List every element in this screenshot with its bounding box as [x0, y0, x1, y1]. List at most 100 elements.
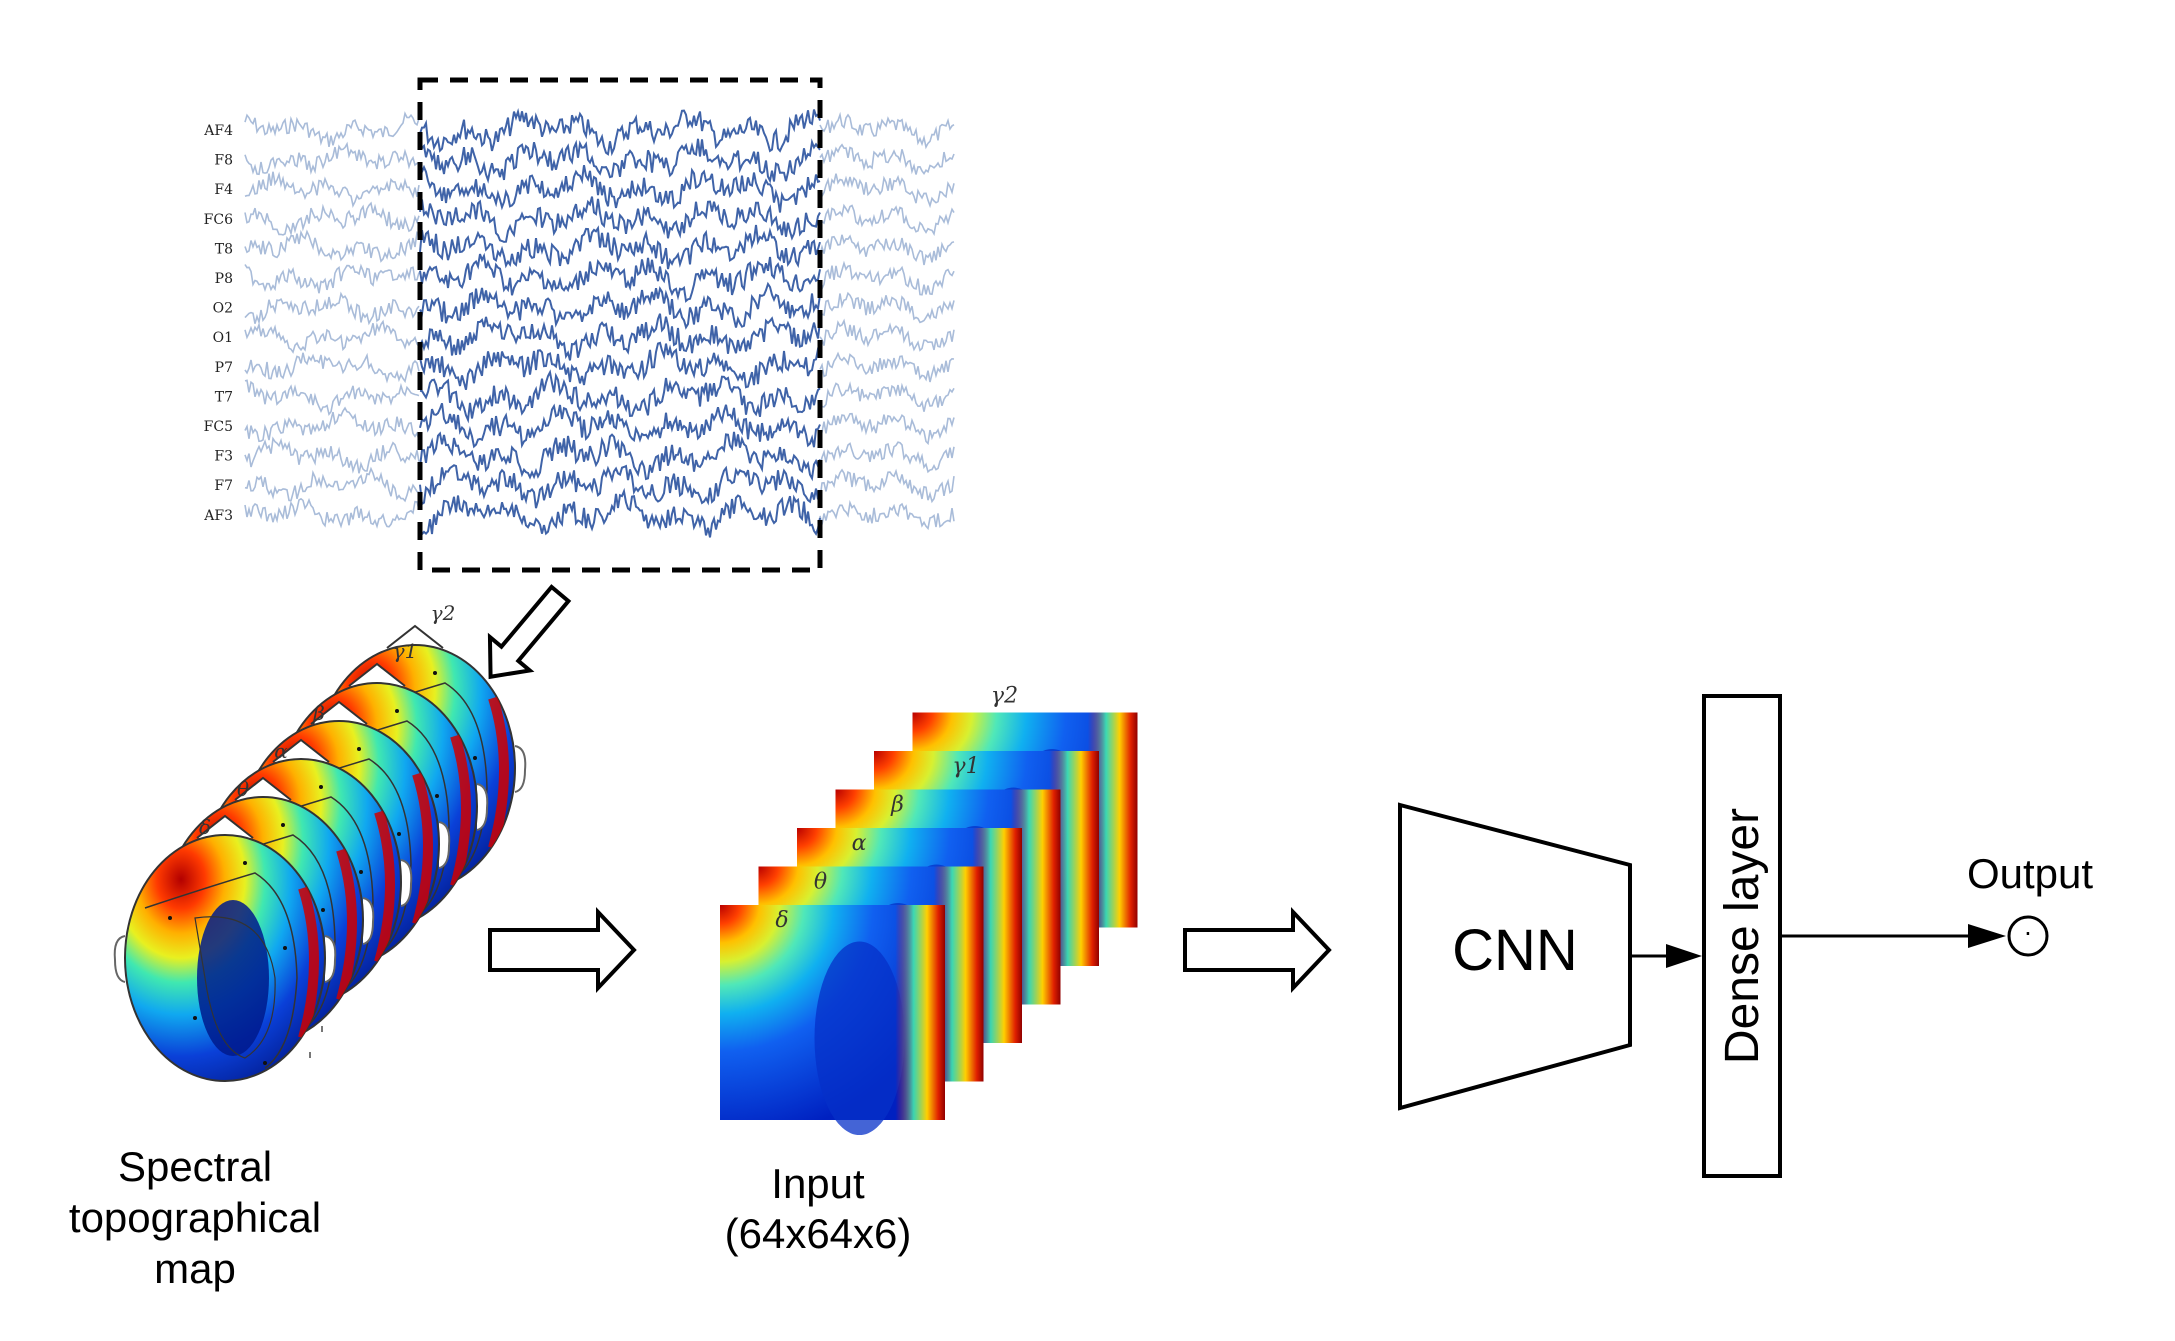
- eeg-trace-faded: [244, 497, 420, 529]
- head-nose: [310, 700, 368, 725]
- head-map-edge: [298, 886, 319, 1040]
- eeg-trace-faded: [244, 352, 420, 384]
- eeg-trace-selected: [419, 487, 821, 538]
- output-node: [2007, 915, 2049, 957]
- eeg-trace-faded: [819, 318, 955, 352]
- eeg-trace-faded: [244, 406, 420, 443]
- electrode-dot: [281, 823, 285, 827]
- eeg-trace-selected: [419, 196, 821, 243]
- head-ear: [514, 745, 527, 793]
- input-feature-map: δ: [720, 905, 945, 1136]
- topo-caption-line-3: map: [154, 1245, 236, 1292]
- eeg-channel-label: FC5: [204, 419, 233, 435]
- topo-band-label: δ: [199, 815, 211, 839]
- electrode-dot: [473, 756, 477, 760]
- eeg-trace-faded: [819, 351, 955, 383]
- head-ear: [400, 859, 413, 907]
- head-map-minimum: [197, 900, 269, 1056]
- head-map-contour: [144, 872, 298, 1069]
- eeg-trace-selected: [419, 252, 821, 303]
- eeg-trace-selected: [419, 281, 821, 330]
- head-nose: [196, 814, 254, 839]
- electrode-mark: [309, 1052, 311, 1058]
- head-nose: [348, 662, 406, 687]
- head-nose: [272, 738, 330, 763]
- head-ear: [476, 783, 489, 831]
- eeg-trace-selected: [419, 464, 821, 509]
- eeg-channel-label: T8: [215, 241, 233, 257]
- eeg-signal-panel: AF4 F8 F4 FC6 T8 P8 O2 O1 P7 T7 FC5 F3 F7 AF3: [203, 108, 955, 538]
- eeg-trace-selected: [419, 108, 821, 157]
- input-map-stack: γ2 γ1 βαθ δ: [720, 684, 1138, 1136]
- electrode-dot: [243, 861, 247, 865]
- input-band-label: γ1: [952, 754, 979, 779]
- eeg-trace-faded: [819, 173, 955, 209]
- eeg-channel-label: P8: [215, 271, 233, 287]
- hollow-arrow-icon: [487, 584, 572, 680]
- eeg-trace-faded: [244, 319, 420, 354]
- eeg-trace-selected: [419, 224, 821, 270]
- topo-caption-line-1: Spectral: [118, 1143, 272, 1190]
- electrode-dot: [395, 709, 399, 713]
- eeg-trace-faded: [244, 466, 420, 503]
- eeg-trace-faded: [244, 263, 420, 294]
- eeg-channel-label: F3: [214, 449, 233, 465]
- hollow-arrow-icon: [1183, 906, 1332, 994]
- eeg-trace-selected: [419, 341, 821, 390]
- topographic-head-map: δ: [113, 814, 337, 1082]
- eeg-channel-label: F4: [214, 182, 233, 198]
- feature-map-edge: [720, 905, 945, 1120]
- eeg-trace-faded: [819, 111, 955, 150]
- eeg-trace-selected: [419, 369, 821, 424]
- topo-band-label: γ2: [431, 601, 456, 625]
- eeg-channel-label: F8: [214, 153, 233, 169]
- eeg-trace-faded: [819, 291, 955, 324]
- eeg-trace-selected: [419, 138, 821, 184]
- electrode-mark: [321, 1026, 323, 1032]
- eeg-trace-faded: [819, 203, 955, 237]
- electrode-dot: [193, 1016, 197, 1020]
- head-map-edge: [374, 810, 395, 964]
- electrode-dot: [435, 794, 439, 798]
- electrode-dot: [319, 785, 323, 789]
- head-nose: [386, 624, 444, 649]
- head-map-edge: [488, 696, 509, 850]
- eeg-trace-faded: [244, 229, 420, 263]
- arrowhead-icon: [1968, 924, 2006, 948]
- electrode-dot: [283, 946, 287, 950]
- dense-layer-block: [1702, 694, 1782, 1178]
- arrowhead-icon: [1666, 944, 1702, 968]
- eeg-channel-label: O1: [213, 330, 233, 346]
- eeg-trace-selected: [419, 164, 821, 213]
- electrode-dot: [433, 671, 437, 675]
- electrode-dot: [168, 916, 172, 920]
- eeg-channel-label: P7: [215, 360, 233, 376]
- head-ear: [113, 935, 126, 983]
- input-band-label: θ: [814, 870, 827, 895]
- head-map-edge: [450, 734, 471, 888]
- eeg-trace-faded: [244, 141, 420, 176]
- eeg-trace-faded: [819, 468, 955, 504]
- cnn-label: CNN: [1452, 918, 1578, 983]
- eeg-trace-faded: [819, 381, 955, 412]
- output-label: Output: [1967, 850, 2093, 897]
- eeg-trace-faded: [244, 201, 420, 237]
- topo-band-label: β: [312, 701, 325, 725]
- topo-band-label: θ: [237, 777, 249, 801]
- input-band-label: β: [890, 793, 904, 818]
- input-band-label: γ2: [991, 684, 1018, 709]
- electrode-dot: [359, 870, 363, 874]
- eeg-trace-faded: [244, 111, 420, 148]
- eeg-trace-faded: [819, 234, 955, 266]
- eeg-trace-faded: [244, 436, 420, 474]
- head-ear: [362, 897, 375, 945]
- eeg-channel-label: AF4: [203, 123, 233, 139]
- eeg-trace-selected: [419, 402, 821, 449]
- eeg-trace-faded: [244, 171, 420, 208]
- eeg-trace-faded: [819, 499, 955, 531]
- output-node-symbol: ·: [2024, 920, 2032, 948]
- topo-caption-line-2: topographical: [69, 1194, 321, 1241]
- eeg-channel-label: F7: [214, 478, 233, 494]
- eeg-channel-label: O2: [213, 301, 233, 317]
- head-map-edge: [336, 848, 357, 1002]
